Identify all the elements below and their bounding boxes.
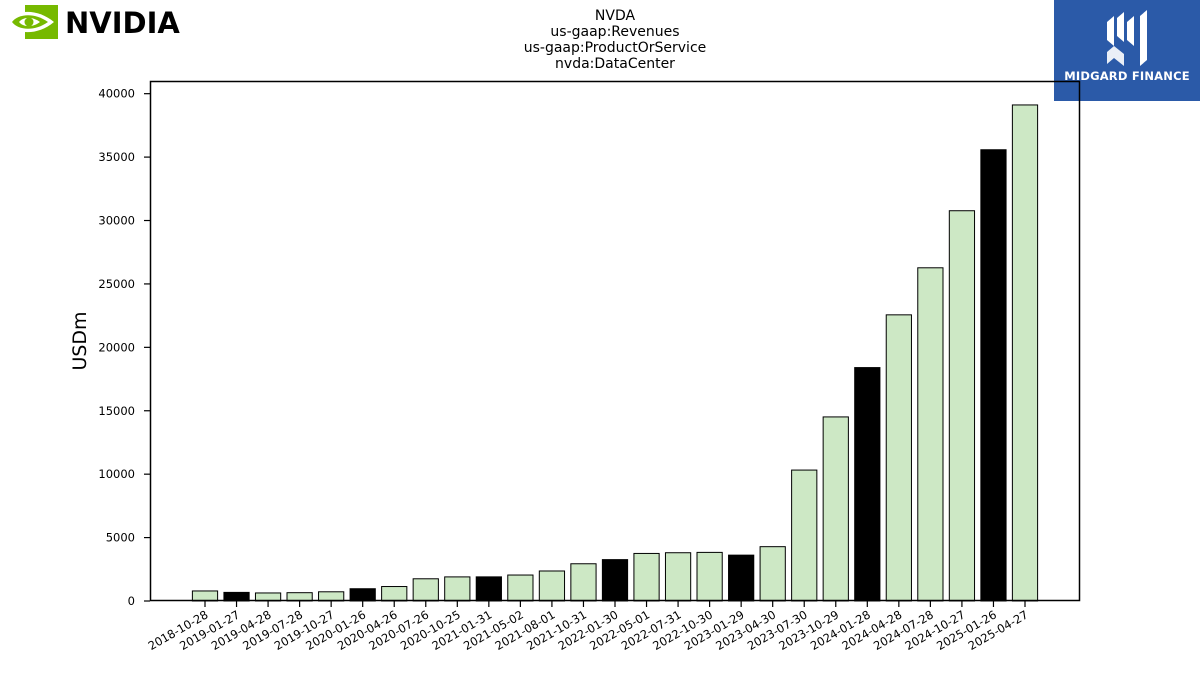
bar-2021-10-31 (570, 563, 597, 602)
bar-2020-01-26 (349, 588, 376, 602)
nvidia-logo: NVIDIA (4, 4, 196, 40)
bar-2025-01-26 (980, 149, 1007, 602)
chart-title-line-3: us-gaap:ProductOrService (524, 40, 707, 56)
bar-2024-07-28 (917, 267, 944, 602)
nvidia-wordmark: NVIDIA (65, 6, 180, 40)
bar-2023-04-30 (759, 546, 786, 602)
chart-title-line-1: NVDA (595, 8, 636, 24)
bar-2021-01-31 (475, 576, 502, 602)
bar-2018-10-28 (191, 590, 219, 602)
chart-title-line-4: nvda:DataCenter (555, 56, 675, 72)
x-axis: 2018-10-282019-01-272019-04-282019-07-28… (146, 601, 1031, 653)
midgard-logo-icon (1107, 10, 1147, 66)
bar-2020-10-25 (444, 576, 471, 602)
bar-2025-04-27 (1011, 104, 1039, 602)
plot-frame (149, 80, 1081, 602)
midgard-wordmark: MIDGARD FINANCE (1064, 69, 1190, 83)
y-tick-label: 35000 (98, 150, 135, 164)
bar-2022-10-30 (696, 551, 723, 602)
bar-2022-05-01 (633, 552, 660, 602)
bar-2019-10-27 (318, 591, 345, 602)
y-tick-label: 30000 (98, 214, 135, 228)
y-tick-label: 15000 (98, 404, 135, 418)
bar-2024-04-28 (885, 314, 912, 602)
y-tick-label: 10000 (98, 467, 135, 481)
y-tick-label: 5000 (106, 531, 135, 545)
bar-2022-07-31 (664, 552, 692, 602)
y-axis: 0 5000 10000 15000 20000 25000 30000 35000 40000 (98, 87, 150, 608)
y-tick-label: 0 (128, 594, 135, 608)
bar-2024-01-28 (854, 367, 881, 602)
bar-2021-05-02 (507, 574, 534, 602)
bar-2020-07-26 (412, 578, 439, 602)
chart-title-line-2: us-gaap:Revenues (550, 24, 679, 40)
chart-title: NVDA us-gaap:Revenues us-gaap:ProductOrS… (524, 8, 707, 72)
bar-2022-01-30 (601, 559, 629, 602)
nvidia-eye-logo-icon: NVIDIA (6, 5, 180, 40)
bar-2020-04-26 (381, 586, 408, 602)
bar-2023-10-29 (822, 416, 849, 602)
y-axis-label: USDm (69, 311, 91, 370)
bar-2023-07-30 (791, 469, 818, 602)
y-tick-label: 25000 (98, 277, 135, 291)
y-tick-label: 40000 (98, 87, 135, 101)
midgard-finance-logo: MIDGARD FINANCE (1054, 0, 1200, 101)
bar-2019-01-27 (223, 591, 250, 602)
y-tick-label: 20000 (98, 340, 135, 354)
bar-series (191, 104, 1039, 602)
bar-2024-10-27 (948, 210, 976, 602)
bar-2021-08-01 (538, 570, 566, 602)
bar-2023-01-29 (728, 554, 755, 602)
